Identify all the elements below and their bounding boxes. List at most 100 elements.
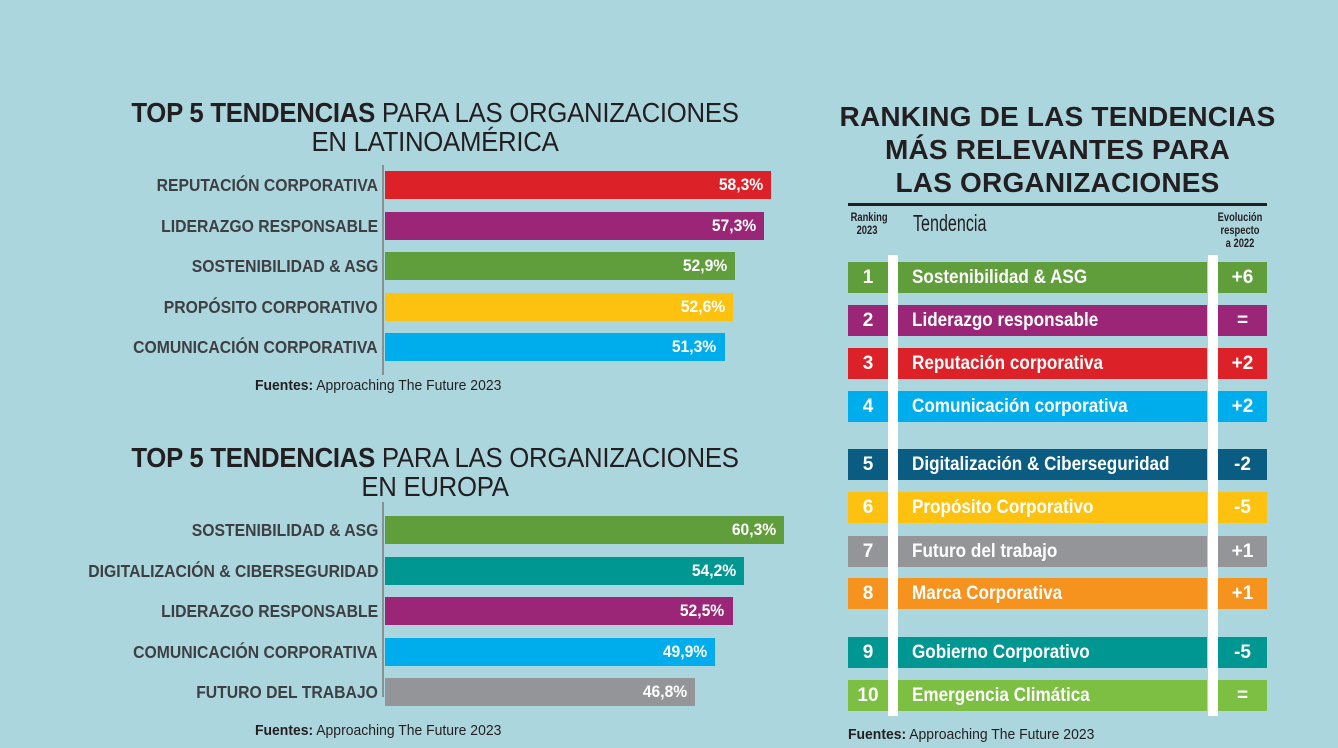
europe-bar-row: SOSTENIBILIDAD & ASG 60,3% [0,516,820,544]
ranking-trend-cell-text: Emergencia Climática [912,685,1090,706]
ranking-rank-cell: 7 [848,536,888,567]
ranking-row: 9 Gobierno Corporativo -5 [848,637,1267,668]
ranking-trend-cell-text: Digitalización & Ciberseguridad [912,454,1170,475]
ranking-rank-cell: 4 [848,391,888,422]
europe-value-label: 46,8% [642,682,687,701]
ranking-title-line: RANKING DE LAS TENDENCIAS [839,101,1276,132]
ranking-trend-cell: Futuro del trabajo [898,536,1207,567]
latam-bar: 57,3% [385,211,765,240]
europe-source: Fuentes: Approaching The Future 2023 [255,722,501,739]
header-evo-line2: respecto [1220,223,1260,237]
ranking-trend-cell: Marca Corporativa [898,578,1207,609]
ranking-trend-cell-text: Comunicación corporativa [912,396,1128,417]
europe-source-label: Fuentes: [255,722,314,739]
europe-bar: 46,8% [385,678,695,706]
ranking-trend-cell-text: Propósito Corporativo [912,497,1094,518]
ranking-source: Fuentes: Approaching The Future 2023 [848,726,1094,743]
ranking-evolution-cell: +1 [1218,578,1267,609]
ranking-header-rank: Ranking 2023 [851,211,888,237]
ranking-rank-cell: 8 [848,578,888,609]
europe-bar-row: DIGITALIZACIÓN & CIBERSEGURIDAD 54,2% [0,556,820,585]
latam-bar-row: PROPÓSITO CORPORATIVO 52,6% [0,292,820,321]
ranking-evolution-cell: +1 [1218,536,1267,567]
ranking-evolution-cell: +6 [1218,262,1267,293]
europe-value-label: 52,5% [680,601,725,620]
ranking-row: 2 Liderazgo responsable = [848,305,1267,336]
europe-bar: 52,5% [385,597,733,625]
ranking-evolution-cell: = [1218,305,1267,336]
ranking-column-separator [888,255,898,716]
ranking-rank-cell: 6 [848,492,888,523]
europe-bar-row: COMUNICACIÓN CORPORATIVA 49,9% [0,637,820,666]
europe-category-label: FUTURO DEL TRABAJO [196,682,378,702]
latam-bar-row: REPUTACIÓN CORPORATIVA 58,3% [0,171,820,199]
ranking-rank-cell: 9 [848,637,888,668]
ranking-title: RANKING DE LAS TENDENCIAS MÁS RELEVANTES… [830,100,1285,199]
latam-value-label: 57,3% [711,215,757,235]
ranking-rank-cell: 10 [848,680,888,711]
europe-title-line2: EN EUROPA [361,471,509,502]
ranking-row: 8 Marca Corporativa +1 [848,578,1267,609]
europe-title-rest: PARA LAS ORGANIZACIONES [381,442,739,473]
ranking-evolution-cell: -5 [1218,637,1267,668]
latam-bar-row: SOSTENIBILIDAD & ASG 52,9% [0,252,820,280]
ranking-trend-cell-text: Reputación corporativa [912,353,1103,374]
ranking-row: 10 Emergencia Climática = [848,680,1267,711]
europe-bar-row: LIDERAZGO RESPONSABLE 52,5% [0,597,820,625]
latam-title-line2: EN LATINOAMÉRICA [311,126,559,157]
ranking-header-evolution: Evolución respecto a 2022 [1217,211,1264,250]
ranking-trend-cell: Emergencia Climática [898,680,1207,711]
europe-title-bold: TOP 5 TENDENCIAS [131,442,376,473]
europe-bar: 60,3% [385,516,785,544]
ranking-row: 7 Futuro del trabajo +1 [848,536,1267,567]
latam-bar: 51,3% [385,333,725,361]
europe-value-label: 60,3% [731,520,777,539]
latam-axis-line [382,165,384,375]
latam-category-label: LIDERAZGO RESPONSABLE [160,215,378,236]
latam-value-label: 52,6% [680,296,726,316]
latam-bar-row: COMUNICACIÓN CORPORATIVA 51,3% [0,333,820,361]
ranking-row: 5 Digitalización & Ciberseguridad -2 [848,449,1267,480]
ranking-column-separator [1208,255,1218,716]
europe-category-label: SOSTENIBILIDAD & ASG [191,520,378,540]
ranking-trend-cell-text: Marca Corporativa [912,583,1063,604]
ranking-rank-cell: 2 [848,305,888,336]
ranking-trend-cell-text: Sostenibilidad & ASG [912,267,1088,288]
ranking-source-label: Fuentes: [848,726,907,743]
ranking-trend-cell: Sostenibilidad & ASG [898,262,1207,293]
europe-axis-line [382,502,384,697]
ranking-evolution-cell: +2 [1218,391,1267,422]
ranking-evolution-cell: -2 [1218,449,1267,480]
europe-bar-chart: SOSTENIBILIDAD & ASG 60,3% DIGITALIZACIÓN … [0,502,820,720]
ranking-evolution-cell: +2 [1218,348,1267,379]
europe-bar: 54,2% [385,556,744,585]
europe-category-label: COMUNICACIÓN CORPORATIVA [133,641,378,662]
ranking-row: 1 Sostenibilidad & ASG +6 [848,262,1267,293]
latam-category-label: COMUNICACIÓN CORPORATIVA [133,337,378,357]
ranking-trend-cell: Reputación corporativa [898,348,1207,379]
header-evo-line3: a 2022 [1225,236,1255,250]
latam-bar-row: LIDERAZGO RESPONSABLE 57,3% [0,211,820,240]
ranking-trend-cell-text: Gobierno Corporativo [912,642,1090,663]
latam-category-label: PROPÓSITO CORPORATIVO [164,296,378,317]
ranking-title-line: LAS ORGANIZACIONES [895,167,1220,198]
latam-source-label: Fuentes: [255,377,314,394]
ranking-title-line: MÁS RELEVANTES PARA [884,134,1230,165]
latam-source: Fuentes: Approaching The Future 2023 [255,377,501,394]
ranking-trend-cell: Liderazgo responsable [898,305,1207,336]
ranking-evolution-cell: = [1218,680,1267,711]
latam-value-label: 58,3% [718,175,763,194]
ranking-trend-cell: Digitalización & Ciberseguridad [898,449,1207,480]
ranking-evolution-cell: -5 [1218,492,1267,523]
latam-title-bold: TOP 5 TENDENCIAS [131,97,376,128]
latam-value-label: 52,9% [682,256,728,275]
latam-source-text: Approaching The Future 2023 [316,377,502,394]
latam-title-rest: PARA LAS ORGANIZACIONES [381,97,739,128]
ranking-trend-cell-text: Futuro del trabajo [912,541,1058,562]
europe-chart-title: TOP 5 TENDENCIAS PARA LAS ORGANIZACIONES… [108,443,761,501]
latam-chart-title: TOP 5 TENDENCIAS PARA LAS ORGANIZACIONES… [108,98,761,156]
latam-bar-chart: REPUTACIÓN CORPORATIVA 58,3% LIDERAZGO RES… [0,165,820,375]
latam-bar: 52,9% [385,252,736,280]
ranking-trend-cell: Comunicación corporativa [898,391,1207,422]
europe-source-text: Approaching The Future 2023 [316,722,502,739]
